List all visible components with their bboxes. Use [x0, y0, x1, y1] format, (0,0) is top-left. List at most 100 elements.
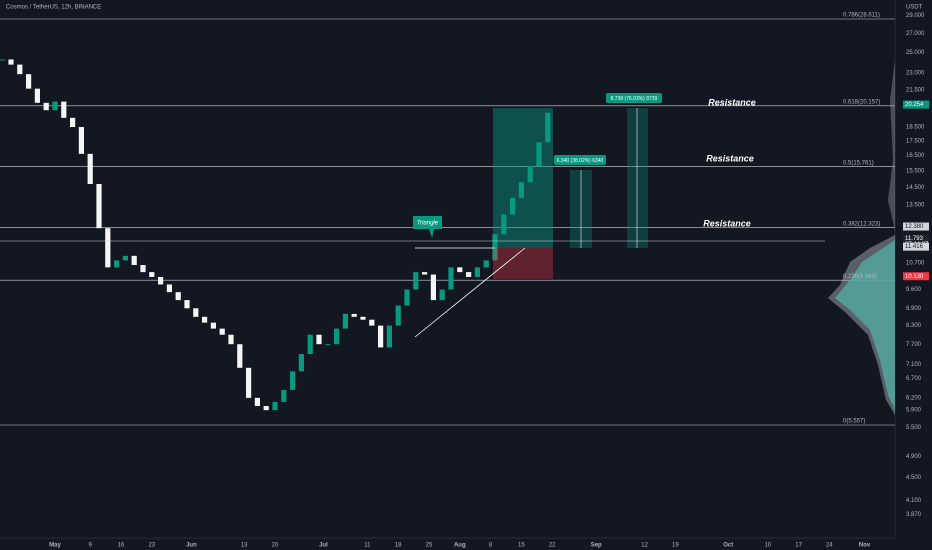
- candle: [466, 272, 472, 277]
- candle: [298, 354, 304, 372]
- date-label: Jul: [319, 543, 328, 549]
- candle: [131, 255, 137, 266]
- candle: [149, 272, 155, 277]
- fib-label: 0.786(28.611): [843, 13, 880, 19]
- triangle-callout: [413, 216, 442, 238]
- candle: [395, 305, 401, 326]
- candle: [52, 101, 58, 111]
- volume-profile: [888, 60, 895, 230]
- candle: [501, 214, 507, 235]
- candle: [430, 274, 436, 301]
- candle: [474, 267, 480, 277]
- candle: [105, 228, 111, 268]
- candle: [378, 325, 384, 348]
- date-label: 10: [764, 543, 771, 549]
- date-label: Nov: [859, 543, 871, 549]
- price-tick-label: 29.000: [906, 13, 925, 19]
- candle: [166, 284, 172, 293]
- candle: [369, 319, 375, 326]
- resistance-label: Resistance: [706, 153, 754, 163]
- candle: [78, 127, 84, 154]
- candle: [158, 276, 164, 285]
- currency: USDT: [906, 5, 923, 11]
- price-tick-label: 25.000: [906, 50, 925, 56]
- candle: [325, 344, 331, 346]
- candle: [290, 371, 296, 391]
- candle: [448, 267, 454, 290]
- candle: [404, 289, 410, 306]
- loss-zone: [493, 248, 553, 279]
- candle: [272, 401, 278, 411]
- fib-label: 0.236(9.968): [843, 274, 877, 280]
- date-label: 16: [118, 543, 125, 549]
- candle: [422, 272, 428, 275]
- symbol-title: Cosmos / TetherUS, 12h, BINANCE: [6, 5, 101, 11]
- candle: [0, 59, 5, 61]
- candle: [342, 313, 348, 329]
- price-tick-label: 8.300: [906, 323, 922, 329]
- candle: [254, 397, 260, 406]
- price-tag-label: 11.793: [905, 236, 924, 242]
- date-label: 23: [148, 543, 155, 549]
- date-label: 17: [795, 543, 802, 549]
- date-label: 9: [89, 543, 93, 549]
- price-tick-label: 21.500: [906, 87, 925, 93]
- date-label: 8: [489, 543, 493, 549]
- candle: [334, 328, 340, 345]
- date-label: Sep: [591, 543, 602, 549]
- target-label: 8.739 (76.03%) 8739: [611, 96, 658, 102]
- fib-label: 0.618(20.157): [843, 99, 880, 105]
- price-tag: [903, 272, 929, 281]
- target-label-box: [554, 155, 606, 165]
- date-label: Aug: [454, 543, 466, 549]
- candle: [510, 197, 516, 215]
- candle: [122, 255, 128, 261]
- candle: [386, 325, 392, 348]
- candle: [96, 183, 102, 229]
- candle: [237, 344, 243, 368]
- price-tick-label: 3.870: [906, 512, 922, 518]
- price-tag: [903, 242, 929, 251]
- price-tick-label: 13.500: [906, 203, 925, 209]
- candle: [246, 367, 252, 398]
- triangle-label: Triangle: [417, 221, 439, 227]
- target-label-box: [606, 93, 662, 103]
- date-label: May: [49, 543, 61, 549]
- candle: [26, 74, 32, 89]
- candle: [545, 112, 551, 143]
- fib-label: 0.382(12.323): [843, 221, 880, 227]
- candle: [228, 334, 234, 345]
- candle: [483, 260, 489, 268]
- candle: [61, 101, 67, 118]
- fib-label: 0(5.557): [843, 419, 865, 425]
- price-tag-label: 11.416: [905, 244, 924, 250]
- volume-profile: [828, 235, 895, 415]
- candle: [202, 316, 208, 323]
- price-tick-label: 15.500: [906, 168, 925, 174]
- price-tick-label: 18.500: [906, 125, 925, 131]
- price-tick-label: 7.100: [906, 362, 922, 368]
- profit-zone: [493, 108, 553, 248]
- date-label: Oct: [723, 543, 733, 549]
- candle: [210, 322, 216, 329]
- candle: [281, 390, 287, 402]
- target-label: 6.340 (38.02%) 6340: [557, 158, 604, 164]
- candle: [193, 308, 199, 317]
- price-tick-label: 6.700: [906, 376, 922, 382]
- price-tick-label: 6.200: [906, 395, 922, 401]
- date-label: 22: [549, 543, 556, 549]
- date-label: Jun: [186, 543, 197, 549]
- price-tag: [903, 222, 929, 231]
- candle: [413, 272, 419, 290]
- candle: [140, 265, 146, 273]
- target-zone: [627, 108, 648, 248]
- candle: [492, 234, 498, 261]
- date-label: 19: [672, 543, 679, 549]
- candle: [219, 328, 225, 335]
- candle: [70, 117, 76, 128]
- price-tick-label: 17.500: [906, 138, 925, 144]
- candle: [34, 88, 40, 103]
- candle: [439, 289, 445, 301]
- candle: [43, 102, 49, 111]
